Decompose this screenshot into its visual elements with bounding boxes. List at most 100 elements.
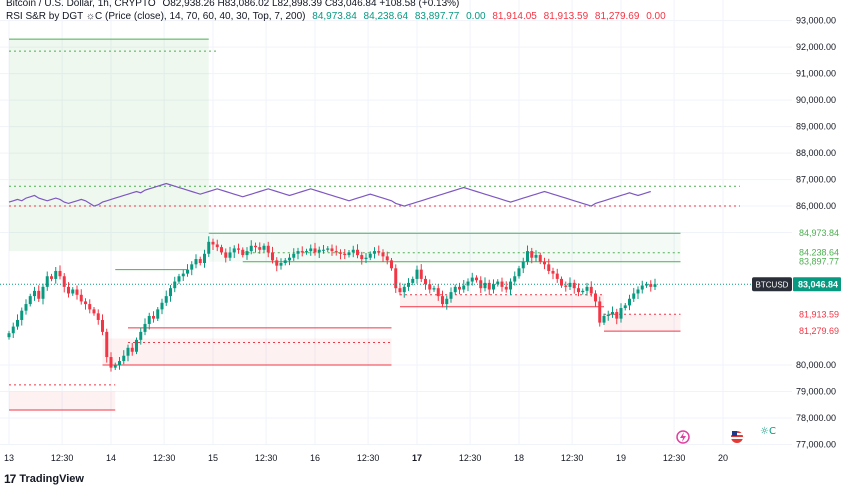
candle-body[interactable] [203, 253, 206, 264]
candle-body[interactable] [152, 315, 155, 319]
candle-body[interactable] [449, 292, 453, 299]
candle-body[interactable] [517, 268, 521, 277]
candle-body[interactable] [160, 302, 164, 310]
candle-body[interactable] [118, 361, 121, 365]
candle-body[interactable] [568, 282, 572, 287]
candle-body[interactable] [79, 294, 83, 302]
candle-body[interactable] [169, 288, 172, 297]
candle-body[interactable] [649, 284, 653, 287]
candle-body[interactable] [279, 263, 283, 266]
candle-body[interactable] [28, 296, 32, 305]
candle-body[interactable] [109, 357, 113, 368]
candle-body[interactable] [462, 285, 466, 290]
candle-body[interactable] [368, 253, 372, 258]
candle-body[interactable] [377, 251, 381, 253]
candle-body[interactable] [271, 252, 274, 261]
candle-body[interactable] [640, 285, 644, 290]
candle-body[interactable] [594, 293, 597, 302]
candle-body[interactable] [313, 248, 317, 253]
candle-body[interactable] [130, 347, 134, 352]
candle-body[interactable] [101, 319, 104, 332]
candle-body[interactable] [470, 277, 474, 282]
candle-body[interactable] [245, 251, 249, 256]
candle-body[interactable] [538, 255, 542, 262]
candle-body[interactable] [58, 270, 62, 277]
candle-body[interactable] [606, 314, 610, 316]
candle-body[interactable] [645, 284, 648, 286]
candle-body[interactable] [534, 255, 538, 258]
candle-body[interactable] [11, 326, 15, 334]
candle-body[interactable] [360, 255, 364, 260]
candle-body[interactable] [581, 290, 585, 293]
candle-body[interactable] [88, 304, 92, 310]
candle-body[interactable] [424, 278, 427, 285]
candle-body[interactable] [543, 261, 546, 265]
candle-body[interactable] [381, 252, 385, 257]
candle-body[interactable] [305, 251, 308, 253]
candle-body[interactable] [143, 323, 147, 332]
candle-body[interactable] [334, 251, 338, 253]
candle-body[interactable] [339, 252, 342, 254]
candle-body[interactable] [300, 251, 304, 253]
candle-body[interactable] [113, 365, 117, 368]
candle-body[interactable] [564, 285, 568, 287]
candle-body[interactable] [415, 269, 419, 279]
candle-body[interactable] [317, 249, 321, 253]
candle-body[interactable] [147, 315, 151, 324]
candle-body[interactable] [619, 308, 623, 319]
candle-body[interactable] [62, 276, 66, 287]
candle-body[interactable] [615, 312, 619, 319]
candle-body[interactable] [75, 289, 79, 295]
symbol-badge-bg[interactable] [752, 277, 792, 292]
candle-body[interactable] [483, 282, 487, 289]
candle-body[interactable] [407, 282, 410, 287]
candle-body[interactable] [288, 257, 291, 261]
candle-body[interactable] [67, 286, 70, 294]
candle-body[interactable] [215, 244, 219, 248]
candle-body[interactable] [177, 276, 181, 282]
candle-body[interactable] [347, 252, 351, 256]
candle-body[interactable] [232, 248, 236, 253]
candle-body[interactable] [547, 264, 551, 271]
candle-body[interactable] [126, 347, 130, 356]
tradingview-logo[interactable]: 17 TradingView [4, 472, 84, 486]
candle-body[interactable] [296, 251, 300, 254]
candle-body[interactable] [623, 305, 627, 309]
candle-body[interactable] [292, 253, 296, 258]
candle-body[interactable] [173, 281, 177, 289]
candle-body[interactable] [585, 286, 589, 291]
candle-body[interactable] [432, 288, 436, 290]
candle-body[interactable] [190, 264, 194, 270]
candle-body[interactable] [283, 260, 287, 264]
candle-body[interactable] [45, 276, 49, 287]
candle-body[interactable] [16, 319, 19, 327]
candle-body[interactable] [105, 331, 109, 358]
candle-body[interactable] [330, 248, 334, 252]
sun-moon-icon[interactable]: ☼C [760, 426, 776, 437]
candle-body[interactable] [487, 282, 491, 290]
candle-body[interactable] [33, 290, 36, 297]
candle-body[interactable] [560, 278, 563, 286]
candle-body[interactable] [275, 260, 279, 266]
candle-body[interactable] [322, 249, 325, 251]
candle-body[interactable] [436, 288, 440, 297]
candle-body[interactable] [632, 293, 636, 299]
candle-body[interactable] [653, 284, 657, 287]
candle-body[interactable] [419, 269, 423, 279]
candle-body[interactable] [441, 296, 444, 305]
candle-body[interactable] [343, 253, 347, 256]
candle-body[interactable] [351, 249, 355, 253]
candle-body[interactable] [521, 261, 525, 269]
candle-body[interactable] [611, 312, 614, 315]
candle-body[interactable] [572, 282, 576, 289]
candle-body[interactable] [602, 315, 606, 323]
candle-body[interactable] [156, 309, 160, 319]
candle-body[interactable] [71, 289, 75, 294]
candle-body[interactable] [458, 286, 461, 290]
candle-body[interactable] [41, 286, 45, 299]
candle-body[interactable] [220, 247, 223, 253]
candle-body[interactable] [636, 289, 640, 294]
candle-body[interactable] [92, 309, 96, 314]
